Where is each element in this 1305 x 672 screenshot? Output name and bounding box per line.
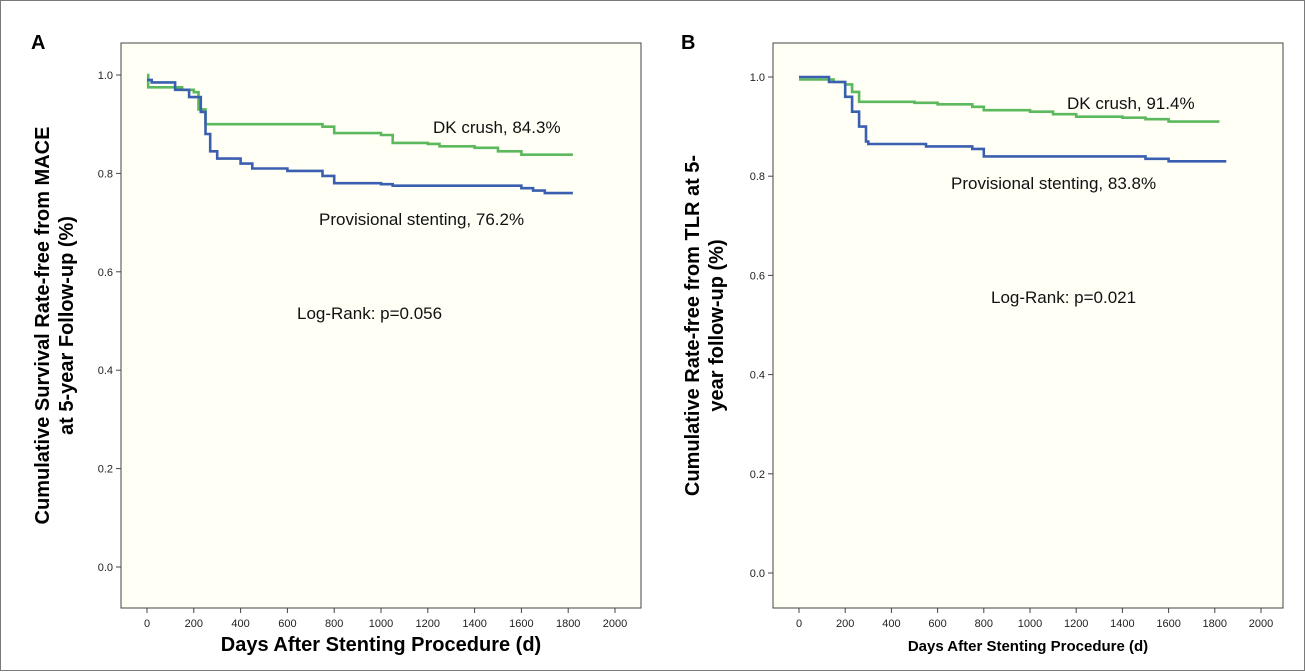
y-tick-label: 0.0: [98, 562, 113, 574]
x-tick-label: 1800: [1203, 618, 1227, 630]
y-tick-label: 1.0: [98, 70, 113, 82]
plot-area: [120, 42, 642, 609]
log-rank-annotation: Log-Rank: p=0.021: [991, 288, 1136, 307]
series-label: Provisional stenting, 76.2%: [319, 210, 524, 229]
x-tick-label: 1200: [1064, 618, 1088, 630]
survival-curve: [147, 78, 573, 195]
x-tick-label: 1400: [462, 618, 486, 630]
panel-label: B: [681, 32, 695, 54]
y-tick-label: 0.8: [750, 171, 765, 183]
x-tick-label: 0: [796, 618, 802, 630]
x-tick-label: 1000: [1018, 618, 1042, 630]
series-label: DK crush, 84.3%: [433, 118, 561, 137]
y-axis-label: at 5-year Follow-up (%): [56, 216, 78, 435]
x-tick-label: 2000: [603, 618, 627, 630]
y-tick-label: 0.6: [98, 267, 113, 279]
y-tick-label: 0.4: [98, 365, 113, 377]
x-axis-label: Days After Stenting Procedure (d): [221, 634, 541, 656]
y-tick-label: 1.0: [750, 72, 765, 84]
x-tick-label: 800: [325, 618, 343, 630]
y-tick-label: 0.6: [750, 270, 765, 282]
x-tick-label: 1200: [416, 618, 440, 630]
x-tick-label: 600: [278, 618, 296, 630]
series-label: Provisional stenting, 83.8%: [951, 174, 1156, 193]
x-tick-label: 400: [231, 618, 249, 630]
log-rank-annotation: Log-Rank: p=0.056: [297, 304, 442, 323]
y-tick-label: 0.4: [750, 370, 765, 382]
y-tick-label: 0.0: [750, 568, 765, 580]
plot-area: [772, 42, 1284, 609]
x-tick-label: 1800: [556, 618, 580, 630]
x-tick-label: 2000: [1249, 618, 1273, 630]
x-tick-label: 1600: [1156, 618, 1180, 630]
x-tick-label: 0: [144, 618, 150, 630]
x-tick-label: 800: [975, 618, 993, 630]
x-tick-label: 1400: [1110, 618, 1134, 630]
x-axis-label: Days After Stenting Procedure (d): [908, 638, 1148, 655]
x-tick-label: 200: [836, 618, 854, 630]
x-tick-label: 600: [928, 618, 946, 630]
x-tick-label: 1000: [369, 618, 393, 630]
y-axis-label: Cumulative Survival Rate-free from MACE: [32, 127, 54, 525]
x-tick-label: 1600: [509, 618, 533, 630]
y-tick-label: 0.2: [98, 464, 113, 476]
y-tick-label: 0.8: [98, 168, 113, 180]
x-tick-label: 200: [185, 618, 203, 630]
series-label: DK crush, 91.4%: [1067, 94, 1195, 113]
y-axis-label: year follow-up (%): [706, 239, 728, 411]
y-axis-label: Cumulative Rate-free from TLR at 5-: [682, 155, 704, 496]
survival-curve: [799, 75, 1227, 163]
panel-label: A: [31, 32, 45, 54]
y-tick-label: 0.2: [750, 469, 765, 481]
x-tick-label: 400: [882, 618, 900, 630]
